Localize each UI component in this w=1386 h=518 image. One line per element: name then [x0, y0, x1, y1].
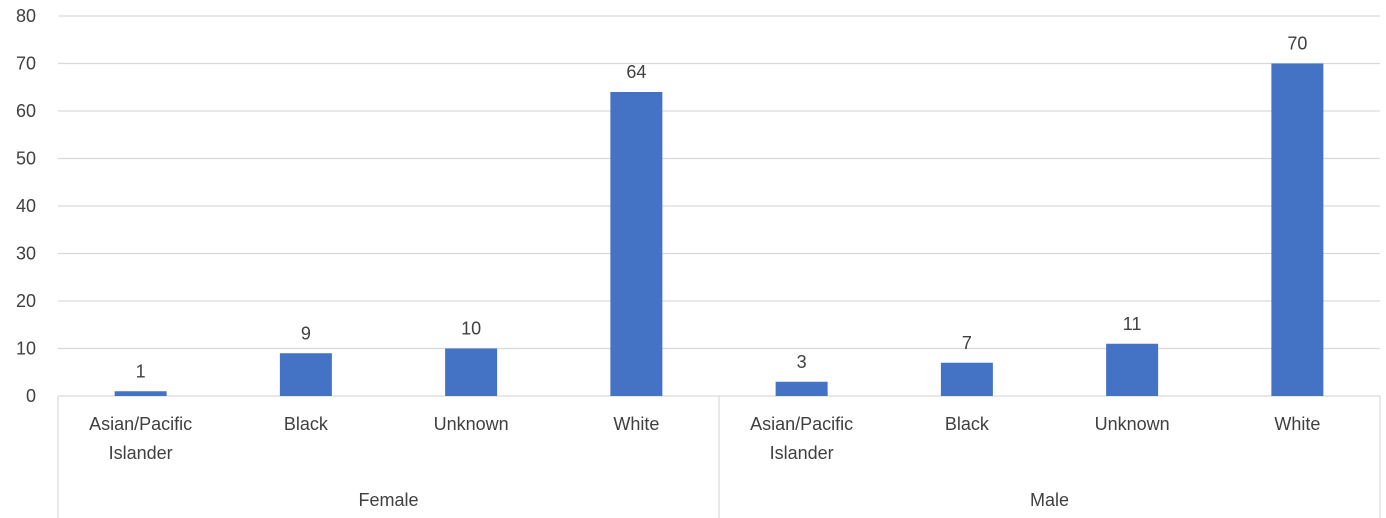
data-label: 1: [136, 361, 146, 381]
y-tick-label: 80: [16, 6, 36, 26]
y-tick-label: 70: [16, 54, 36, 74]
bars: [114, 63, 1324, 396]
data-label: 11: [1123, 314, 1142, 334]
data-label: 3: [797, 352, 807, 372]
x-category-label: Black: [945, 414, 990, 434]
bar-male-asian-pacific-islander: [775, 381, 828, 396]
y-axis-ticks: 0 10 20 30 40 50 60 70 80: [16, 6, 36, 406]
bar-male-white: [1271, 63, 1324, 396]
x-axis: Asian/Pacific Islander Black Unknown White Fe…: [57, 396, 1381, 518]
x-category-label: Unknown: [1095, 414, 1170, 434]
data-label: 9: [301, 323, 311, 343]
bar-male-black: [940, 362, 993, 396]
bar-female-black: [279, 353, 332, 396]
x-category-label: Islander: [770, 443, 834, 463]
bar-female-unknown: [445, 348, 498, 396]
x-category-label: White: [1274, 414, 1320, 434]
y-tick-label: 50: [16, 149, 36, 169]
x-category-label: Asian/Pacific: [89, 414, 192, 434]
y-tick-label: 20: [16, 291, 36, 311]
x-category-label: White: [613, 414, 659, 434]
x-category-label: Asian/Pacific: [750, 414, 853, 434]
y-tick-label: 0: [26, 386, 36, 406]
y-tick-label: 30: [16, 244, 36, 264]
data-label: 7: [962, 333, 972, 353]
y-tick-label: 10: [16, 339, 36, 359]
x-category-label: Unknown: [434, 414, 509, 434]
bar-female-white: [610, 92, 663, 396]
x-group-label-male: Male: [1030, 490, 1069, 510]
y-tick-label: 60: [16, 101, 36, 121]
x-category-label: Black: [284, 414, 329, 434]
x-group-label-female: Female: [358, 490, 418, 510]
data-labels: 1 9 10 64 3 7 11 70: [136, 34, 1308, 382]
gridlines: [58, 15, 1380, 397]
y-tick-label: 40: [16, 196, 36, 216]
x-category-label: Islander: [109, 443, 173, 463]
bar-male-unknown: [1106, 343, 1159, 396]
data-label: 10: [461, 319, 481, 339]
data-label: 64: [626, 62, 646, 82]
data-label: 70: [1287, 34, 1307, 54]
bar-female-asian-pacific-islander: [114, 391, 167, 396]
